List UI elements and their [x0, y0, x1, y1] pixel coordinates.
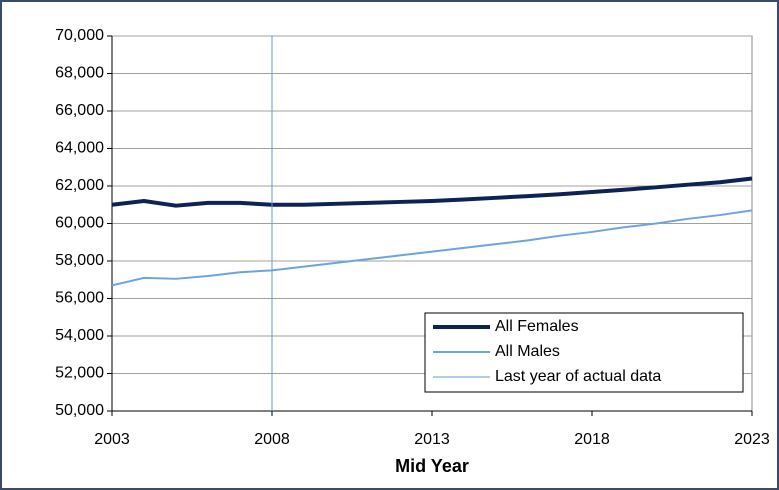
legend-label: All Females — [495, 318, 579, 335]
y-tick-label: 70,000 — [55, 27, 104, 44]
x-tick-label: 2013 — [414, 431, 450, 448]
y-tick-label: 50,000 — [55, 402, 104, 419]
x-axis-label: Mid Year — [395, 456, 469, 476]
y-tick-label: 60,000 — [55, 215, 104, 232]
y-tick-label: 56,000 — [55, 290, 104, 307]
y-tick-label: 58,000 — [55, 252, 104, 269]
x-tick-label: 2023 — [734, 431, 770, 448]
x-tick-label: 2008 — [254, 431, 290, 448]
y-tick-label: 54,000 — [55, 327, 104, 344]
legend-label: Last year of actual data — [495, 368, 661, 385]
y-tick-label: 64,000 — [55, 140, 104, 157]
y-tick-label: 62,000 — [55, 177, 104, 194]
y-tick-label: 68,000 — [55, 65, 104, 82]
series-line — [111, 176, 753, 208]
y-tick-label: 52,000 — [55, 365, 104, 382]
y-tick-label: 66,000 — [55, 102, 104, 119]
x-tick-label: 2018 — [574, 431, 610, 448]
legend-label: All Males — [495, 343, 560, 360]
x-tick-label: 2003 — [94, 431, 130, 448]
series-line — [111, 209, 753, 287]
